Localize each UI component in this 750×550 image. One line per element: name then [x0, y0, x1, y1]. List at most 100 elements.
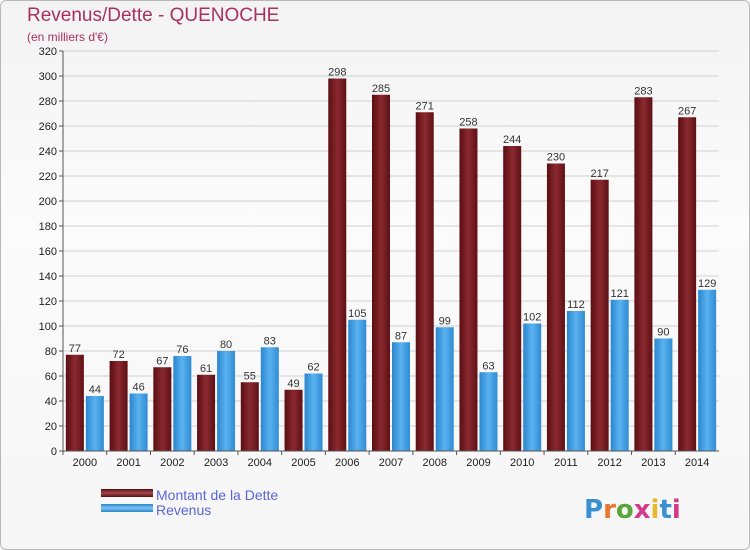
y-tick-label: 180: [39, 221, 57, 233]
x-tick-label: 2003: [204, 457, 228, 469]
data-label-debt: 298: [328, 67, 346, 79]
chart-subtitle: (en milliers d'€): [27, 30, 108, 44]
bar-revenue: [610, 299, 629, 451]
logo-letter: i: [651, 495, 660, 525]
x-tick-label: 2002: [160, 457, 184, 469]
bar-debt: [415, 112, 434, 451]
data-label-debt: 267: [678, 105, 696, 117]
legend: Montant de la Dette Revenus: [101, 487, 278, 518]
axes: 0 20 40 60 80 100 120 140 160 180 200 220 240 260 280 3…: [39, 46, 719, 469]
data-label-debt: 49: [287, 378, 299, 390]
data-label-debt: 67: [156, 355, 168, 367]
bar-revenue: [173, 356, 192, 451]
data-label-revenue: 83: [264, 335, 276, 347]
bar-debt: [634, 97, 653, 451]
logo-letter: P: [584, 495, 603, 525]
bar-debt: [372, 94, 390, 451]
data-label-debt: 271: [416, 100, 434, 112]
logo-letter: o: [616, 495, 634, 525]
y-tick-label: 200: [39, 196, 57, 208]
y-tick-label: 20: [45, 421, 57, 433]
bar-debt: [153, 367, 172, 451]
y-tick-label: 160: [39, 246, 57, 258]
x-tick-label: 2006: [335, 457, 359, 469]
data-label-debt: 285: [372, 83, 390, 95]
x-tick-label: 2007: [379, 457, 403, 469]
chart-title: Revenus/Dette - QUENOCHE: [27, 5, 280, 26]
data-label-debt: 61: [200, 363, 212, 375]
x-tick-label: 2008: [422, 457, 446, 469]
bar-revenue: [566, 311, 585, 451]
x-tick-label: 2004: [248, 457, 272, 469]
y-tick-label: 240: [39, 146, 57, 158]
data-label-debt: 72: [112, 349, 124, 361]
data-labels: 77 44 72 46 67 76 61 80 55 83 49 62 298 105 285 87 271 99…: [69, 67, 717, 397]
y-tick-label: 260: [39, 121, 57, 133]
data-label-debt: 77: [69, 343, 81, 355]
bar-revenue: [479, 372, 498, 451]
bar-debt: [590, 179, 609, 451]
bar-revenue: [304, 373, 323, 451]
bar-revenue: [129, 393, 148, 451]
data-label-revenue: 99: [439, 315, 451, 327]
legend-swatch-revenue: [101, 504, 153, 512]
x-tick-label: 2005: [291, 457, 315, 469]
data-label-revenue: 63: [482, 360, 494, 372]
y-tick-label: 300: [39, 71, 57, 83]
gridlines: [63, 50, 719, 427]
data-label-revenue: 121: [610, 288, 628, 300]
proxiti-logo: Proxiti: [584, 495, 681, 525]
data-label-debt: 230: [547, 152, 565, 164]
bar-debt: [459, 128, 478, 451]
data-label-revenue: 105: [348, 308, 366, 320]
y-tick-label: 220: [39, 171, 57, 183]
bar-revenue: [654, 338, 673, 451]
bar-debt: [503, 146, 522, 451]
bar-debt: [284, 389, 303, 451]
bar-revenue: [698, 289, 717, 451]
data-label-revenue: 87: [395, 330, 407, 342]
data-label-revenue: 44: [89, 384, 101, 396]
logo-letter: t: [659, 495, 671, 525]
x-tick-label: 2012: [597, 457, 621, 469]
bar-revenue: [523, 323, 542, 451]
x-tick-label: 2014: [685, 457, 709, 469]
x-tick-label: 2010: [510, 457, 534, 469]
y-tick-label: 140: [39, 271, 57, 283]
data-label-debt: 55: [244, 370, 256, 382]
data-label-debt: 217: [590, 168, 608, 180]
data-label-debt: 258: [459, 117, 477, 129]
bar-debt: [328, 78, 347, 451]
legend-swatch-debt: [101, 489, 153, 497]
logo-letter: r: [603, 495, 616, 525]
bar-debt: [678, 117, 697, 451]
bar-debt: [109, 361, 128, 451]
logo-letter: x: [634, 495, 651, 525]
bar-revenue: [435, 327, 454, 451]
y-tick-label: 40: [45, 396, 57, 408]
data-label-revenue: 46: [132, 382, 144, 394]
data-label-revenue: 90: [657, 327, 669, 339]
bar-debt: [65, 354, 84, 451]
bar-debt: [197, 374, 216, 451]
legend-label-debt: Montant de la Dette: [156, 487, 278, 503]
y-tick-label: 80: [45, 346, 57, 358]
data-label-debt: 283: [634, 85, 652, 97]
x-tick-label: 2011: [554, 457, 578, 469]
y-tick-label: 0: [51, 446, 57, 458]
x-tick-label: 2000: [73, 457, 97, 469]
data-label-revenue: 62: [307, 362, 319, 374]
y-tick-label: 320: [39, 46, 57, 58]
data-label-revenue: 80: [220, 339, 232, 351]
y-tick-label: 120: [39, 296, 57, 308]
data-label-revenue: 102: [523, 312, 541, 324]
bar-revenue: [348, 319, 367, 451]
bar-revenue: [217, 351, 236, 451]
legend-label-revenue: Revenus: [156, 502, 211, 518]
svg-text:Proxiti: Proxiti: [584, 495, 681, 525]
bar-debt: [240, 382, 259, 451]
bar-revenue: [392, 342, 410, 451]
y-tick-label: 60: [45, 371, 57, 383]
y-tick-label: 280: [39, 96, 57, 108]
data-label-revenue: 112: [567, 299, 585, 311]
